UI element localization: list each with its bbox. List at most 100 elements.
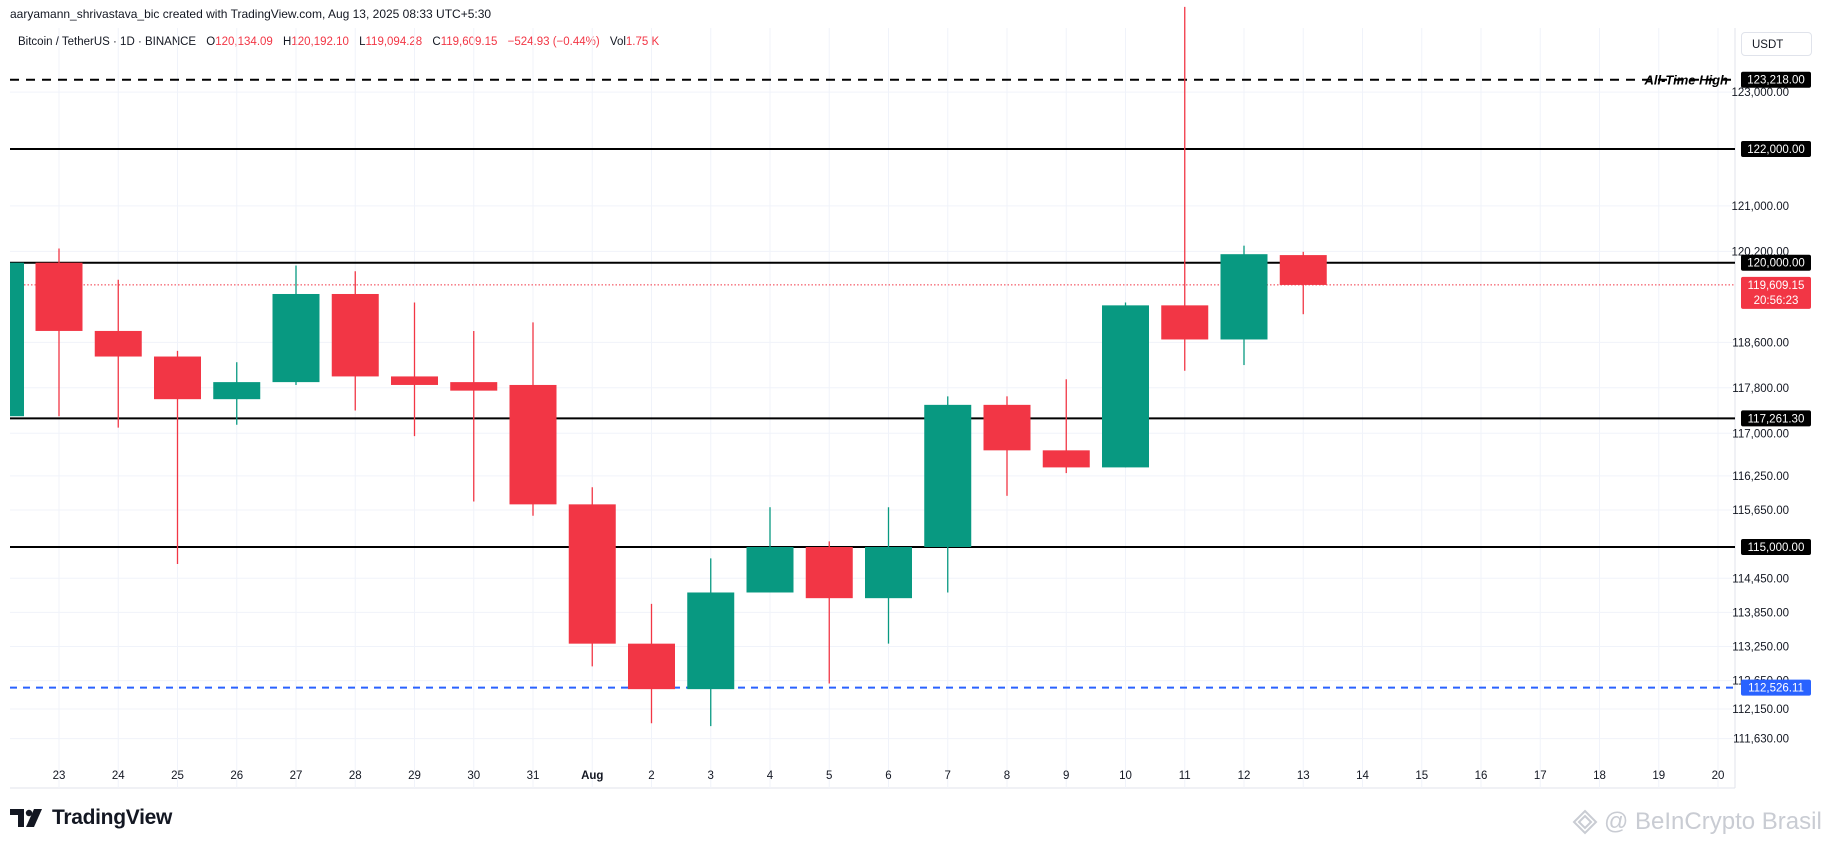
candle-body xyxy=(687,592,735,690)
time-tick-label: 23 xyxy=(53,770,66,782)
candle-body xyxy=(746,547,794,593)
candle-body xyxy=(1042,450,1090,468)
high-label: H xyxy=(283,36,292,48)
time-tick-label: 4 xyxy=(767,770,774,782)
price-tick-label: 115,650.00 xyxy=(1732,505,1789,517)
time-tick-label: 18 xyxy=(1593,770,1606,782)
close-label: C xyxy=(432,36,441,48)
level-price-label: 123,218.00 xyxy=(1747,75,1805,87)
candle-body xyxy=(1220,254,1268,340)
volume-value: 1.75 K xyxy=(625,36,660,48)
time-tick-label: 7 xyxy=(945,770,951,782)
level-price-tag xyxy=(1741,679,1811,696)
time-tick-label: 9 xyxy=(1063,770,1069,782)
candle-body xyxy=(568,504,616,644)
candle-body xyxy=(272,293,320,383)
time-tick-label: 19 xyxy=(1652,770,1665,782)
low-label: L xyxy=(359,36,366,48)
candle-body xyxy=(865,547,912,599)
candle-body xyxy=(509,384,557,505)
price-tick-label: 114,450.00 xyxy=(1732,573,1789,585)
open-value: 120,134.09 xyxy=(215,36,273,48)
candle-body-partial xyxy=(10,262,24,417)
time-tick-label: 27 xyxy=(290,770,303,782)
time-tick-label: 30 xyxy=(467,770,480,782)
candle-body xyxy=(1279,255,1327,285)
time-tick-label: Aug xyxy=(581,770,603,782)
level-price-label: 112,526.11 xyxy=(1748,683,1804,695)
chart-credit: aaryamann_shrivastava_bic created with T… xyxy=(10,7,492,21)
time-tick-label: 25 xyxy=(171,770,184,782)
price-tick-label: 117,000.00 xyxy=(1732,428,1789,440)
beincrypto-logo-icon xyxy=(1572,809,1598,835)
level-price-tag xyxy=(1741,254,1811,271)
price-tick-label: 112,150.00 xyxy=(1732,704,1789,716)
candle-body xyxy=(628,643,675,690)
time-tick-label: 15 xyxy=(1415,770,1428,782)
price-tick-label: 120,200.00 xyxy=(1731,246,1789,258)
time-tick-label: 20 xyxy=(1712,770,1725,782)
symbol-name[interactable]: Bitcoin / TetherUS · 1D · BINANCE xyxy=(18,36,197,48)
price-tick-label: 113,250.00 xyxy=(1732,642,1789,654)
time-tick-label: 5 xyxy=(826,770,832,782)
time-tick-label: 29 xyxy=(408,770,421,782)
high-value: 120,192.10 xyxy=(291,36,349,48)
tradingview-brand[interactable]: TradingView xyxy=(10,806,172,830)
price-tick-label: 123,000.00 xyxy=(1731,87,1789,99)
time-tick-label: 16 xyxy=(1475,770,1488,782)
time-tick-label: 31 xyxy=(527,770,540,782)
open-label: O xyxy=(206,36,216,48)
time-tick-label: 8 xyxy=(1004,770,1010,782)
candle-body xyxy=(94,330,142,357)
time-tick-label: 11 xyxy=(1179,770,1191,782)
last-price-tag xyxy=(1741,276,1811,309)
currency-button[interactable]: USDT xyxy=(1741,32,1812,56)
beincrypto-watermark: @ BeInCrypto Brasil xyxy=(1572,808,1822,836)
level-price-tag xyxy=(1741,141,1811,157)
candle-body xyxy=(154,356,201,400)
time-tick-label: 13 xyxy=(1297,770,1310,782)
last-price-label: 119,609.15 xyxy=(1748,280,1805,292)
chart-grid xyxy=(10,28,1736,789)
level-labels: 123,218.00 All-Time High 122,000.00 120,000… xyxy=(1643,71,1811,696)
level-price-label: 115,000.00 xyxy=(1748,542,1805,554)
level-price-label: 122,000.00 xyxy=(1747,144,1805,156)
candle-body xyxy=(331,293,379,377)
candle-body xyxy=(213,382,261,400)
price-tick-label: 118,600.00 xyxy=(1732,337,1789,349)
candle-body xyxy=(1161,305,1209,340)
candle-body xyxy=(924,404,972,547)
change-value: −524.93 (−0.44%) xyxy=(507,36,600,48)
price-tick-label: 116,250.00 xyxy=(1732,471,1789,483)
level-price-tag xyxy=(1741,410,1811,427)
symbol-legend[interactable]: Bitcoin / TetherUS · 1D · BINANCE O120,1… xyxy=(18,36,659,48)
candle-body xyxy=(983,404,1031,451)
candle-body xyxy=(450,382,498,391)
time-tick-label: 28 xyxy=(349,770,362,782)
time-tick-label: 24 xyxy=(112,770,125,782)
all-time-high-annotation: All-Time High xyxy=(1643,73,1728,88)
time-tick-label: 26 xyxy=(230,770,243,782)
volume-label: Vol xyxy=(609,36,626,48)
price-axis: 123,000.00 121,000.00 120,200.00 118,600.00… xyxy=(1731,87,1789,745)
price-tick-label: 111,630.00 xyxy=(1733,734,1789,746)
time-tick-label: 2 xyxy=(648,770,654,782)
time-axis: 23 24 25 26 27 28 29 30 31 Aug 2 3 4 5 6 7 8 9 10 11 12 13 14 1… xyxy=(53,770,1725,782)
candle-body xyxy=(391,376,438,385)
time-tick-label: 6 xyxy=(885,770,891,782)
level-price-label: 117,261.30 xyxy=(1748,413,1805,425)
level-price-label: 120,000.00 xyxy=(1747,258,1805,270)
price-tick-label: 121,000.00 xyxy=(1731,201,1789,213)
watermark-text: @ BeInCrypto Brasil xyxy=(1604,808,1822,835)
time-tick-label: 14 xyxy=(1356,770,1369,782)
candle-body xyxy=(805,547,853,599)
level-price-tag xyxy=(1741,539,1811,555)
time-tick-label: 12 xyxy=(1238,770,1251,782)
candles xyxy=(10,6,1327,727)
close-value: 119,609.15 xyxy=(440,36,498,48)
time-tick-label: 10 xyxy=(1119,770,1132,782)
tradingview-logo-icon xyxy=(10,809,42,827)
low-value: 119,094.28 xyxy=(365,36,423,48)
countdown-label: 20:56:23 xyxy=(1754,295,1799,307)
